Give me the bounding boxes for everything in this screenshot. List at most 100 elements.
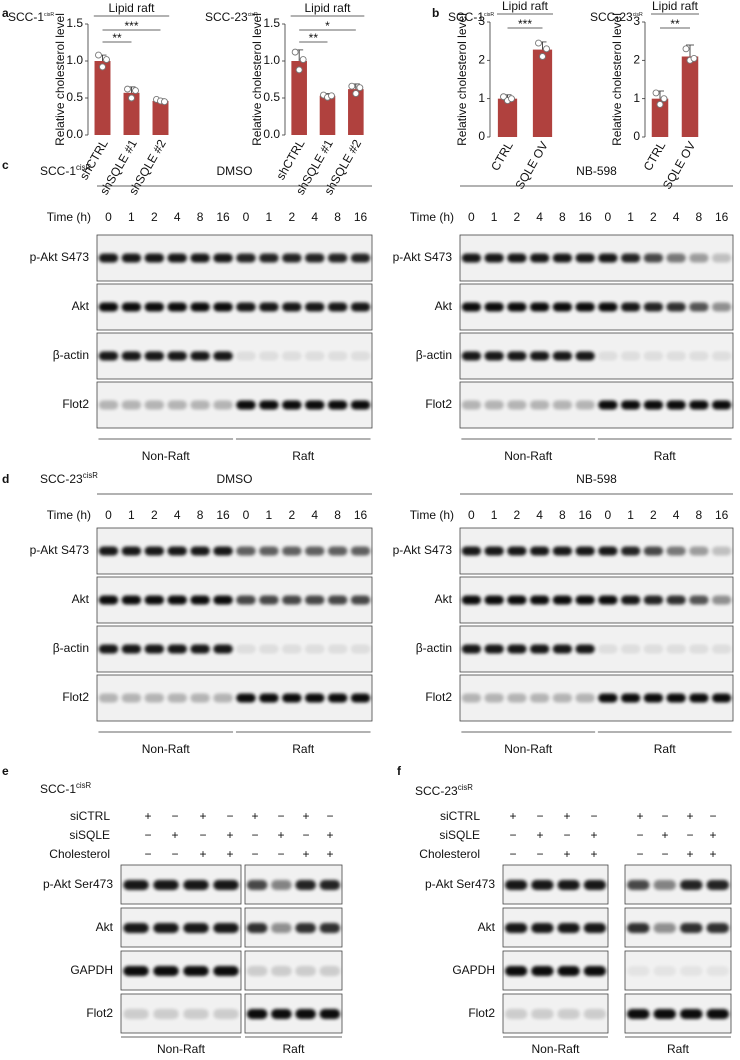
treatment-sign: − (509, 828, 516, 842)
blot-band (461, 400, 482, 410)
time-axis-label: Time (h) (47, 508, 91, 522)
blot-band (461, 693, 482, 703)
treatment-label: siCTRL (440, 809, 480, 823)
blot-row-label: p-Akt S473 (30, 543, 90, 557)
blot-band (711, 400, 732, 410)
blot-band (350, 595, 371, 605)
blot-band (706, 1009, 730, 1019)
blot-band (350, 546, 371, 556)
blot-band (552, 595, 573, 605)
blot-band (620, 644, 641, 654)
replicate-point (682, 45, 690, 53)
blot-frame (459, 234, 734, 282)
treatment-sign: − (563, 828, 570, 842)
treatment-sign: + (636, 809, 643, 823)
blot-band (121, 351, 142, 361)
blot-row-label: Flot2 (62, 397, 89, 411)
blot-frame (459, 625, 734, 673)
blot-band (167, 546, 187, 556)
treatment-sign: − (302, 828, 309, 842)
fraction-label: Raft (292, 449, 315, 463)
blot-row-label: p-Akt S473 (30, 250, 90, 264)
treatment-sign: − (226, 809, 233, 823)
blot-band (666, 302, 686, 312)
blot-band (236, 644, 256, 654)
blot-band (689, 595, 709, 605)
time-point: 4 (536, 210, 543, 224)
blot-band (271, 1009, 292, 1019)
blot-band (282, 693, 302, 703)
treatment-sign: + (226, 828, 233, 842)
panel-letter: e (2, 764, 9, 778)
blot-row-label: Flot2 (86, 1006, 113, 1020)
blot-band (236, 302, 256, 312)
blot-band (666, 351, 686, 361)
blot-band (259, 351, 279, 361)
blot-band (552, 302, 573, 312)
blot-frame (96, 625, 373, 673)
treatment-sign: − (536, 809, 543, 823)
treatment-sign: + (302, 809, 309, 823)
blot-row-label: Akt (96, 920, 114, 934)
y-tick-label: 0.0 (263, 127, 280, 141)
treatment-sign: − (171, 847, 178, 861)
bar (681, 56, 699, 137)
treatment-sign: + (144, 809, 151, 823)
blot-band (643, 253, 664, 263)
blot-frame (459, 283, 734, 331)
time-point: 4 (174, 210, 181, 224)
chart-title: Lipid raft (502, 0, 549, 13)
blot-band (552, 644, 573, 654)
time-point: 16 (578, 508, 592, 522)
treatment-sign: − (661, 809, 668, 823)
blot-band (507, 644, 527, 654)
blot-band (575, 253, 595, 263)
blot-band (484, 644, 504, 654)
blot-band (144, 253, 165, 263)
blot-band (259, 400, 279, 410)
treatment-sign: + (661, 828, 668, 842)
time-axis-label: Time (h) (410, 210, 454, 224)
blot-row-label: Flot2 (425, 397, 452, 411)
fraction-label: Raft (654, 449, 677, 463)
blot-band (98, 693, 119, 703)
time-point: 8 (559, 508, 566, 522)
blot-band (557, 1009, 580, 1019)
blot-row-label: p-Akt Ser473 (43, 877, 113, 891)
fraction-label: Raft (667, 1042, 690, 1056)
y-tick-label: 1.0 (263, 53, 280, 67)
blot-band (213, 400, 233, 410)
blot-band (144, 595, 165, 605)
blot-band (213, 693, 233, 703)
blot-row-label: β-actin (416, 641, 452, 655)
blot-band (583, 923, 607, 933)
blot-band (213, 253, 233, 263)
bar (123, 92, 140, 135)
blot-band (598, 253, 618, 263)
blot-band (531, 923, 554, 933)
time-point: 2 (288, 508, 295, 522)
blot-band (121, 400, 142, 410)
blot-band (282, 644, 302, 654)
treatment-sign: − (709, 809, 716, 823)
time-point: 8 (197, 508, 204, 522)
blot-band (327, 546, 348, 556)
blot-band (653, 923, 677, 933)
blot-row-label: p-Akt S473 (393, 250, 453, 264)
blot-band (706, 880, 730, 890)
time-point: 16 (715, 508, 729, 522)
time-point: 0 (468, 508, 475, 522)
blot-band (507, 253, 527, 263)
blot-band (706, 923, 730, 933)
blot-band (236, 253, 256, 263)
blot-band (121, 595, 142, 605)
blot-band (319, 880, 341, 890)
blot-frame (96, 381, 373, 429)
condition-label: DMSO (217, 164, 253, 178)
blot-band (213, 880, 239, 890)
blot-band (304, 400, 325, 410)
bar (152, 100, 169, 135)
blot-band (504, 966, 528, 976)
cell-name: SCC-23 (40, 472, 83, 486)
blot-band (620, 693, 641, 703)
